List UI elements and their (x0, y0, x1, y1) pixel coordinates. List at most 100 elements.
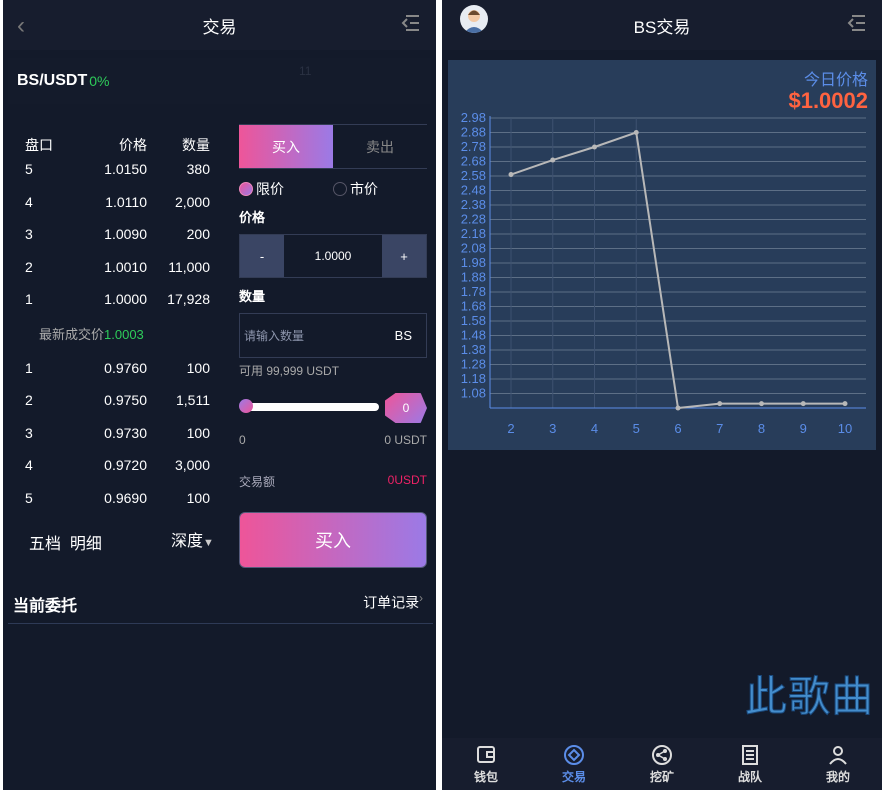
range-max: 0 USDT (384, 433, 427, 447)
nav-label: 战队 (737, 769, 762, 784)
x-tick-label: 4 (591, 421, 598, 436)
tab-sell[interactable]: 卖出 (366, 138, 394, 155)
x-tick-label: 5 (633, 421, 640, 436)
nav-item[interactable]: 挖矿 (618, 738, 706, 790)
book-row[interactable]: 4 0.9720 3,000 (25, 457, 210, 490)
y-tick-label: 1.48 (461, 328, 486, 343)
x-tick-label: 3 (549, 421, 556, 436)
qty-input[interactable] (244, 328, 364, 343)
x-tick-label: 9 (800, 421, 807, 436)
col-header: 盘口 (25, 137, 53, 153)
tab-five[interactable]: 五档 (29, 536, 62, 553)
depth-label: 深度 (171, 533, 204, 550)
price-chart: 今日价格 $1.0002 2.98 2.88 2.78 2.68 2.58 2.48 2.3… (448, 60, 876, 450)
book-cell: 1 (25, 359, 33, 376)
data-point (842, 401, 848, 407)
y-tick-label: 1.78 (461, 284, 486, 299)
x-tick-label: 7 (716, 421, 723, 436)
book-cell: 0.9760 (104, 359, 147, 376)
data-point (800, 401, 806, 407)
book-cell: 100 (186, 424, 210, 441)
tab-buy[interactable]: 买入 (239, 125, 333, 168)
radio-label: 市价 (350, 181, 378, 197)
nav-item[interactable]: 战队 (706, 738, 794, 790)
radio-icon (239, 182, 253, 196)
x-tick-label: 6 (674, 421, 681, 436)
list-icon (742, 744, 758, 765)
book-cell: 200 (186, 226, 210, 242)
tab-detail[interactable]: 明细 (69, 536, 102, 553)
book-row[interactable]: 5 0.9690 100 (25, 490, 210, 523)
y-tick-label: 1.08 (461, 386, 486, 401)
order-history-link[interactable]: 订单记录› (363, 592, 423, 623)
latest-price: 最新成交价1.0003 (25, 324, 210, 360)
price-input[interactable]: 1.0000 (314, 249, 352, 263)
book-row[interactable]: 3 1.0090 200 (25, 226, 210, 259)
header: BS交易 (442, 0, 882, 50)
nav-item[interactable]: 交易 (530, 738, 618, 790)
x-tick-label: 8 (758, 421, 765, 436)
book-cell: 0.9730 (104, 424, 147, 441)
y-tick-label: 2.98 (461, 110, 486, 125)
y-tick-label: 1.88 (461, 270, 486, 285)
book-cell: 5 (25, 489, 33, 506)
y-tick-label: 2.88 (461, 125, 486, 140)
book-cell: 3 (25, 226, 33, 242)
book-row[interactable]: 4 1.0110 2,000 (25, 194, 210, 227)
book-cell: 1.0000 (104, 291, 147, 307)
slider-handle[interactable] (239, 399, 253, 413)
chevron-right-icon: › (419, 592, 423, 605)
x-tick-label: 10 (838, 421, 852, 436)
y-tick-label: 2.58 (461, 168, 486, 183)
y-tick-label: 1.98 (461, 255, 486, 270)
radio-market[interactable]: 市价 (333, 179, 427, 199)
menu-icon[interactable] (400, 14, 420, 32)
header: ‹ 交易 (3, 0, 436, 50)
book-row[interactable]: 2 0.9750 1,511 (25, 392, 210, 425)
page-title: BS交易 (633, 17, 691, 37)
book-cell: 2 (25, 392, 33, 408)
nav-label: 我的 (825, 769, 850, 784)
depth-dropdown[interactable]: 深度▼ (171, 527, 214, 551)
book-cell: 1 (25, 291, 33, 307)
data-point (633, 130, 639, 135)
avatar[interactable] (460, 5, 488, 33)
wallet-icon (477, 745, 495, 763)
data-point (759, 401, 764, 407)
book-cell: 3,000 (174, 457, 210, 473)
increment-button[interactable]: + (382, 235, 426, 277)
data-point (592, 144, 597, 150)
book-row[interactable]: 1 1.0000 17,928 (25, 291, 210, 324)
back-icon[interactable]: ‹ (17, 12, 25, 39)
buy-button[interactable]: 买入 (239, 512, 427, 568)
book-cell: 1.0110 (105, 193, 147, 210)
slider-value: 0 (385, 393, 427, 423)
amount-label: 交易额 (239, 475, 276, 489)
book-row[interactable]: 2 1.0010 11,000 (25, 259, 210, 292)
slider-track[interactable] (245, 403, 379, 411)
amount-slider[interactable]: 0 (239, 393, 427, 423)
book-row[interactable]: 3 0.9730 100 (25, 425, 210, 458)
menu-icon[interactable] (846, 14, 866, 32)
nav-item[interactable]: 钱包 (442, 738, 530, 790)
trade-icon (564, 744, 584, 765)
radio-limit[interactable]: 限价 (239, 179, 333, 199)
page-title: 交易 (202, 17, 237, 37)
nav-label: 挖矿 (649, 769, 674, 784)
book-cell: 100 (186, 489, 210, 506)
book-cell: 2,000 (174, 193, 210, 210)
x-tick-label: 2 (507, 421, 514, 436)
book-row[interactable]: 1 0.9760 100 (25, 360, 210, 393)
price-stepper: - 1.0000 + (239, 234, 427, 278)
book-row[interactable]: 5 1.0150 380 (25, 161, 210, 194)
data-point (675, 405, 681, 411)
latest-value: 1.0003 (104, 326, 144, 342)
y-tick-label: 2.48 (461, 183, 486, 198)
available-balance: 可用 99,999 USDT (239, 364, 340, 378)
radio-icon (333, 182, 347, 196)
history-label: 订单记录 (363, 594, 420, 611)
nav-item[interactable]: 我的 (794, 738, 882, 790)
y-tick-label: 2.68 (461, 154, 486, 169)
decrement-button[interactable]: - (240, 235, 284, 277)
radio-label: 限价 (256, 181, 284, 197)
